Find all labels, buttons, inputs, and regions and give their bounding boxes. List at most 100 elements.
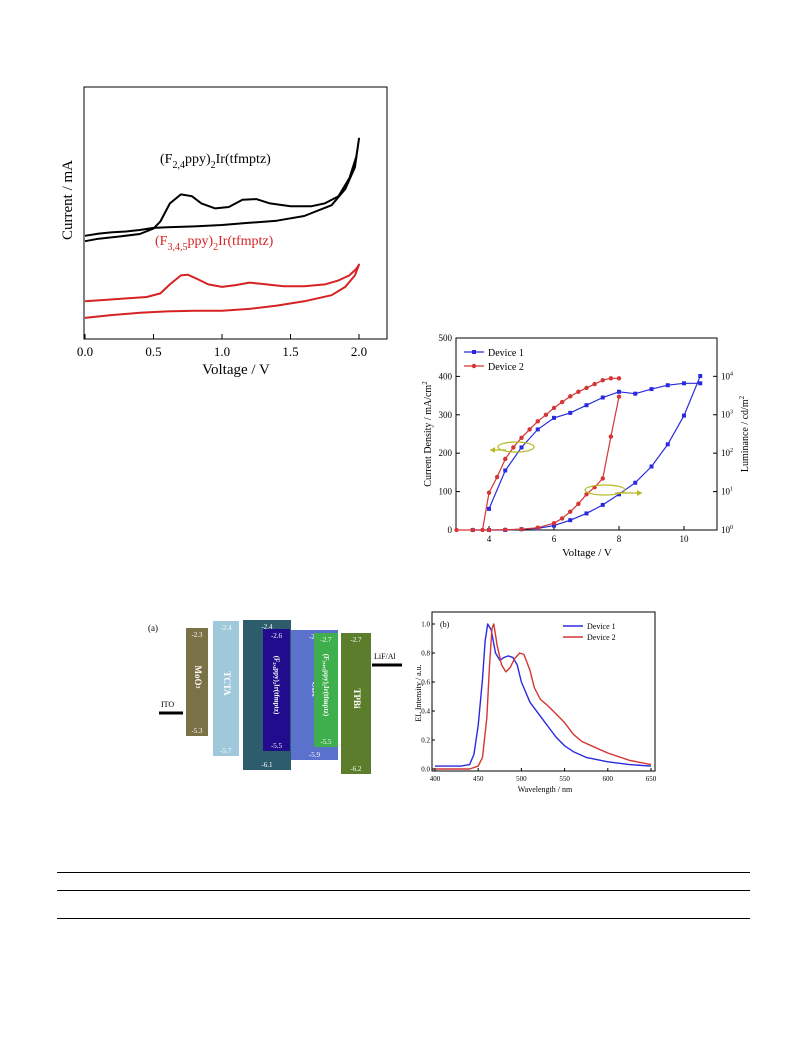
energy-layer-homo: -5.5	[271, 742, 283, 750]
jvl-y-tick-label: 100	[439, 487, 453, 497]
jvl-current-marker	[519, 435, 524, 441]
energy-layer-homo: -6.2	[350, 765, 362, 773]
energy-layer-name: (F₂,₄ppy)₂Ir(tfmptz)	[273, 656, 281, 715]
jvl-x-axis-label: Voltage / V	[562, 547, 612, 559]
energy-layer-homo: -5.3	[191, 727, 203, 735]
jvl-luminance-marker	[682, 413, 686, 418]
jvl-current-marker	[600, 378, 605, 383]
el-legend-label: Device 1	[587, 622, 616, 631]
el-x-tick-label: 600	[603, 775, 614, 783]
el-x-tick-label: 450	[473, 775, 484, 783]
jvl-luminance-marker	[616, 394, 622, 399]
jvl-luminance-marker	[559, 516, 565, 521]
energy-layer-homo: -5.7	[220, 747, 232, 755]
jvl-y-tick-label: 500	[439, 333, 453, 343]
jvl-legend-marker	[471, 363, 477, 369]
jvl-current-marker	[527, 427, 532, 432]
jvl-luminance-marker	[503, 527, 508, 532]
cv-series-label: (F3,4,5ppy)2Ir(tfmptz)	[155, 234, 274, 253]
energy-panel-label: (a)	[148, 623, 158, 633]
jvl-luminance-marker	[535, 525, 540, 530]
el-plot-frame	[431, 611, 656, 772]
energy-layer-homo: -5.9	[309, 751, 321, 759]
energy-layer-homo: -6.1	[261, 761, 273, 769]
jvl-luminance-indicator-arrowhead	[637, 490, 642, 496]
jvl-luminance-marker	[698, 373, 703, 378]
jvl-current-marker	[568, 394, 573, 399]
jvl-luminance-marker	[576, 501, 581, 507]
el-x-tick-label: 550	[559, 775, 570, 783]
jvl-legend-label: Device 2	[488, 362, 524, 373]
energy-layer-lumo: -2.4	[220, 624, 232, 632]
jvl-luminance-marker	[600, 502, 605, 507]
jvl-luminance-marker	[633, 480, 638, 485]
el-legend-label: Device 2	[587, 633, 616, 642]
ito-label: ITO	[161, 700, 174, 709]
energy-layer-lumo: -2.3	[191, 631, 203, 639]
energy-layer-name: TCTA	[222, 671, 232, 696]
jvl-legend-marker	[472, 350, 476, 354]
cv-x-tick-label: 0.5	[145, 344, 161, 359]
cv-y-axis-label: Current / mA	[60, 160, 76, 240]
el-x-tick-label: 650	[646, 775, 657, 783]
jvl-current-marker	[487, 506, 491, 511]
el-series-line	[435, 623, 652, 767]
jvl-luminance-indicator-ellipse	[584, 484, 626, 496]
jvl-luminance-marker	[584, 511, 589, 516]
energy-layer-lumo: -2.7	[350, 636, 362, 644]
jvl-current-marker	[535, 427, 540, 432]
jvl-current-indicator-arrowhead	[490, 447, 495, 453]
energy-layer-name: MoO3	[193, 666, 203, 689]
cv-x-tick-label: 2.0	[351, 344, 367, 359]
jvl-x-tick-label: 6	[552, 534, 557, 544]
jvl-luminance-marker	[617, 492, 621, 497]
jvl-y2-tick-label: 104	[721, 371, 733, 381]
el-panel-label: (b)	[440, 620, 450, 629]
jvl-current-marker	[543, 412, 549, 417]
el-y-tick-label: 0.6	[421, 679, 430, 687]
jvl-current-marker	[576, 389, 581, 394]
jvl-current-marker	[511, 445, 516, 450]
jvl-luminance-marker	[568, 518, 573, 523]
jvl-y2-axis-label: Luminance / cd/m2	[738, 395, 751, 472]
jvl-current-marker	[486, 490, 492, 495]
jvl-current-marker	[600, 395, 605, 400]
jvl-current-marker	[584, 403, 589, 408]
cv-plot-frame	[83, 86, 388, 340]
jvl-luminance-line	[456, 396, 620, 531]
jvl-current-marker	[665, 383, 670, 388]
jvl-current-line	[488, 382, 701, 510]
jvl-y2-tick-label: 102	[721, 448, 733, 458]
jvl-y-tick-label: 0	[448, 525, 453, 535]
jvl-current-marker	[682, 381, 686, 386]
el-y-tick-label: 0.2	[421, 737, 430, 745]
jvl-current-marker	[503, 456, 508, 462]
jvl-current-marker	[503, 468, 508, 473]
jvl-y-tick-label: 400	[439, 371, 453, 381]
jvl-y2-tick-label: 100	[721, 525, 733, 535]
jvl-current-indicator-ellipse	[497, 441, 535, 453]
jvl-luminance-marker	[649, 464, 654, 469]
jvl-current-marker	[649, 387, 654, 392]
jvl-x-tick-label: 10	[680, 534, 690, 544]
jvl-luminance-marker	[519, 526, 524, 532]
jvl-luminance-marker	[454, 527, 459, 533]
el-x-tick-label: 400	[430, 775, 441, 783]
cv-x-tick-label: 1.0	[214, 344, 230, 359]
jvl-current-marker	[698, 381, 703, 386]
jvl-current-marker	[584, 385, 589, 391]
jvl-y2-tick-label: 101	[721, 487, 733, 497]
table-mid-rule	[57, 890, 750, 891]
el-y-tick-label: 1.0	[421, 621, 430, 629]
lif-al-label: LiF/Al	[374, 652, 397, 661]
el-y-tick-label: 0.4	[421, 708, 430, 716]
jvl-current-marker	[552, 415, 556, 420]
jvl-current-marker	[633, 391, 638, 396]
jvl-y-tick-label: 200	[439, 448, 453, 458]
jvl-x-tick-label: 4	[487, 534, 492, 544]
energy-layer-name: (F₃,₄,₅ppy)₂Ir(tfmptz)	[322, 654, 330, 717]
cv-x-tick-label: 0.0	[77, 344, 93, 359]
table-bottom-rule	[57, 918, 750, 919]
jvl-current-marker	[551, 405, 557, 411]
